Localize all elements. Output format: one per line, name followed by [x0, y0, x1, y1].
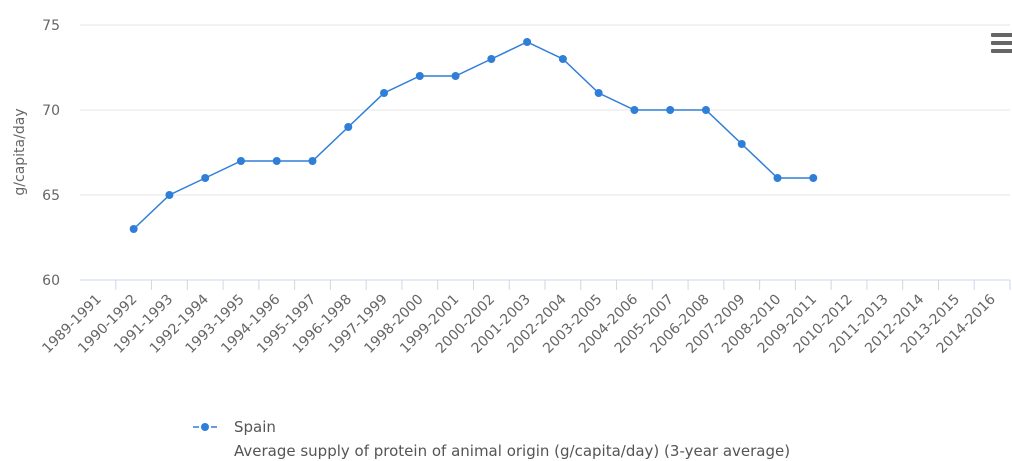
data-point — [344, 123, 353, 131]
data-point — [630, 106, 639, 114]
y-tick-label: 60 — [42, 273, 60, 289]
legend-marker — [201, 423, 209, 431]
data-point — [487, 55, 496, 63]
y-tick-label: 75 — [42, 18, 60, 34]
menu-button[interactable] — [991, 33, 1012, 53]
legend-description: Average supply of protein of animal orig… — [234, 442, 790, 460]
y-tick-label: 65 — [42, 188, 60, 204]
data-point — [558, 55, 567, 63]
data-point — [737, 140, 746, 148]
menu-bar[interactable] — [991, 33, 1012, 37]
data-point — [415, 72, 424, 80]
y-tick-label: 70 — [42, 103, 60, 119]
y-axis-label: g/capita/day — [12, 108, 28, 195]
data-point — [308, 157, 317, 165]
data-point — [451, 72, 460, 80]
series-line — [133, 41, 814, 230]
menu-bar[interactable] — [991, 49, 1012, 53]
data-point — [201, 174, 210, 182]
data-point — [773, 174, 782, 182]
data-point — [809, 174, 818, 182]
data-point — [272, 157, 281, 165]
data-point — [666, 106, 675, 114]
data-point — [523, 38, 532, 46]
data-point — [594, 89, 603, 97]
data-point — [129, 225, 138, 233]
data-point — [165, 191, 174, 199]
data-point — [380, 89, 389, 97]
menu-bar[interactable] — [991, 41, 1012, 45]
legend-label: Spain — [234, 418, 276, 436]
data-point — [236, 157, 245, 165]
data-point — [701, 106, 710, 114]
